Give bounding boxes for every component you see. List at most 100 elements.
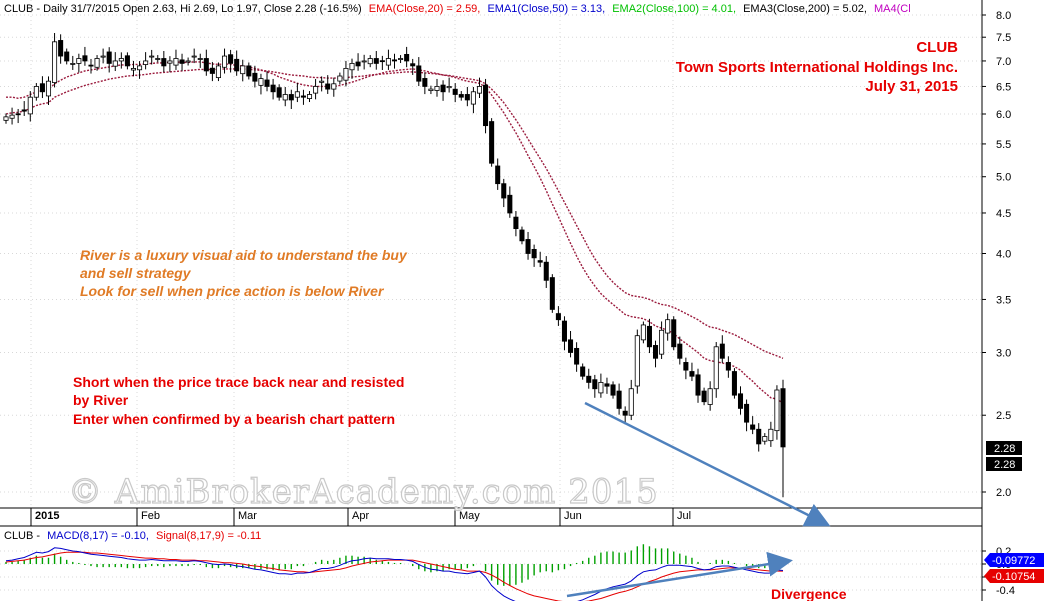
candle-body — [774, 389, 780, 432]
macd-histogram — [5, 544, 784, 586]
month-tick-label: Feb — [141, 510, 160, 522]
candle-body — [768, 428, 774, 442]
month-tick-label: Mar — [238, 510, 257, 522]
signal-line — [5, 551, 783, 601]
candle-body — [313, 86, 319, 94]
candle-body — [495, 165, 501, 185]
candle-body — [422, 78, 428, 87]
candle-body — [106, 51, 112, 64]
candle-body — [337, 75, 343, 82]
candle-body — [501, 183, 507, 199]
candle-body — [27, 96, 33, 115]
price-downtrend-arrow — [584, 401, 831, 527]
candle-body — [671, 319, 677, 348]
candle-body — [489, 121, 495, 164]
month-tick-label: 2015 — [35, 510, 59, 522]
candle-body — [343, 67, 349, 81]
price-tick-label: 5.0 — [996, 172, 1011, 184]
candle-body — [483, 84, 489, 127]
candle-body — [379, 60, 385, 63]
header-main-info: CLUB - Daily 31/7/2015 Open 2.63, Hi 2.6… — [4, 3, 911, 15]
macd-header: CLUB - MACD(8,17) = -0.10, Signal(8,17,9… — [4, 530, 261, 542]
candle-body — [604, 383, 610, 387]
macd-badge-text: -0.09772 — [992, 555, 1035, 567]
candle-body — [385, 58, 391, 66]
candle-body — [592, 379, 598, 390]
title-ticker: CLUB — [916, 39, 958, 56]
macd-tick-label: -0.4 — [996, 585, 1015, 597]
price-tick-label: 2.5 — [996, 410, 1011, 422]
candle-body — [124, 55, 130, 67]
candle-body — [39, 83, 45, 93]
price-tick-label: 2.0 — [996, 487, 1011, 499]
candle-body — [404, 53, 410, 62]
header-price-info: CLUB - Daily 31/7/2015 Open 2.63, Hi 2.6… — [4, 3, 362, 15]
macd-line — [5, 547, 784, 601]
candle-body — [15, 113, 21, 116]
candle-body — [64, 51, 70, 62]
macd-uptrend-arrow — [566, 551, 793, 598]
candle-body — [270, 84, 276, 93]
candle-body — [513, 216, 519, 230]
candle-body — [70, 63, 76, 65]
candle-body — [410, 63, 416, 67]
candle-body — [555, 313, 561, 321]
price-badge-2 — [986, 457, 1022, 471]
price-badge-2-text: 2.28 — [994, 459, 1015, 471]
price-badges: 2.28 2.28 — [986, 441, 1022, 471]
candle-body — [652, 345, 659, 359]
river-ema20-line — [6, 61, 784, 404]
river-ema50-line — [5, 68, 784, 359]
price-tick-label: 3.5 — [996, 294, 1011, 306]
header-ema100: EMA2(Close,100) = 4.01, — [612, 3, 736, 15]
candle-body — [665, 319, 671, 334]
macd-header-value: MACD(8,17) = -0.10, — [47, 530, 149, 542]
candle-body — [185, 60, 191, 63]
short-note-line-2: by River — [73, 392, 129, 408]
river-note-line-2: and sell strategy — [80, 265, 192, 281]
candle-body — [598, 382, 604, 394]
candle-body — [306, 94, 313, 99]
candle-body — [689, 371, 695, 377]
candle-body — [288, 94, 294, 101]
candle-body — [137, 65, 143, 71]
candle-body — [367, 58, 373, 65]
price-y-axis-ticks: 2.0 2.5 3.0 3.5 4.0 4.5 5.0 5.5 6.0 6.5 7.0 7.5 8.0 — [982, 10, 1011, 499]
candle-body — [100, 55, 106, 58]
short-note-line-3: Enter when confirmed by a bearish chart … — [73, 411, 395, 427]
candle-body — [9, 114, 15, 119]
candle-body — [258, 78, 264, 86]
candle-body — [355, 61, 361, 67]
candle-body — [537, 260, 543, 263]
candle-body — [531, 248, 537, 259]
candle-body — [440, 84, 446, 93]
candle-body — [695, 374, 701, 396]
price-tick-label: 7.0 — [996, 56, 1011, 68]
signal-badge-text: -0.10754 — [992, 571, 1035, 583]
month-tick-label: May — [459, 510, 480, 522]
candle-body — [640, 324, 646, 341]
price-tick-label: 3.0 — [996, 347, 1011, 359]
candle-body — [191, 55, 197, 58]
header-ema20: EMA(Close,20) = 2.59, — [369, 3, 481, 15]
month-tick-label: Jul — [677, 510, 691, 522]
price-tick-label: 4.0 — [996, 249, 1011, 261]
month-tick-label: Jun — [564, 510, 582, 522]
signal-header-value: Signal(8,17,9) = -0.11 — [156, 530, 261, 542]
candle-body — [21, 109, 27, 112]
divergence-label: Divergence — [771, 586, 847, 601]
candle-body — [731, 371, 737, 396]
candle-body — [222, 55, 228, 68]
candle-body — [452, 88, 458, 95]
candle-body — [580, 366, 586, 377]
watermark-text: © AmiBrokerAcademy.com 2015 — [68, 472, 659, 512]
candle-body — [750, 424, 756, 430]
candle-body — [264, 79, 270, 87]
candle-body — [282, 94, 288, 101]
river-note-line-1: River is a luxury visual aid to understa… — [80, 247, 408, 263]
header-ema50: EMA1(Close,50) = 3.13, — [487, 3, 605, 15]
candle-body — [398, 58, 404, 60]
candle-body — [574, 347, 580, 365]
header-ema200: EMA3(Close,200) = 5.02, — [743, 3, 867, 15]
